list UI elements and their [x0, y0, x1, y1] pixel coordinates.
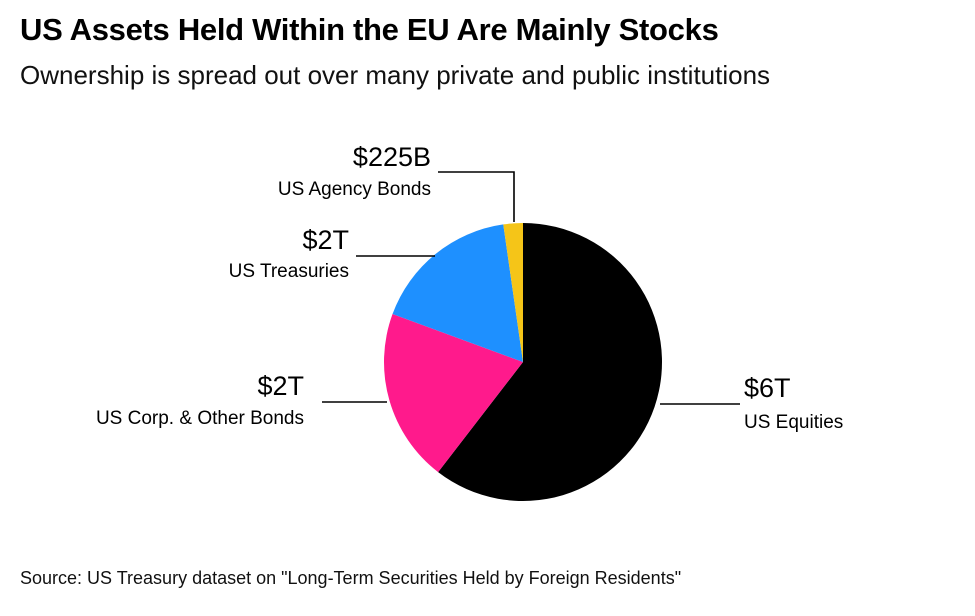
leader-lines: [322, 171, 740, 405]
source-note: Source: US Treasury dataset on "Long-Ter…: [20, 568, 682, 588]
pie-slice-us-agency-bonds: [503, 223, 523, 362]
slice-category-label: US Agency Bonds: [278, 179, 431, 200]
pie-slice-us-treasuries: [392, 224, 523, 362]
slice-value-label: $225B: [353, 142, 431, 172]
pie-slice-us-equities: [438, 223, 663, 501]
slice-value-label: $2T: [257, 371, 304, 401]
leader-line: [438, 171, 515, 222]
pie-slices: [383, 223, 663, 501]
slice-category-label: US Treasuries: [229, 261, 349, 282]
slice-labels: $6T US Equities $2T US Corp. & Other Bonds $…: [96, 142, 843, 433]
slice-value-label: $6T: [744, 373, 791, 403]
slice-category-label: US Equities: [744, 412, 843, 433]
pie-slice-us-corp-other-bonds: [383, 314, 523, 473]
slice-category-label: US Corp. & Other Bonds: [96, 408, 304, 429]
slice-value-label: $2T: [302, 225, 349, 255]
chart-subtitle: Ownership is spread out over many privat…: [20, 60, 771, 90]
chart-title: US Assets Held Within the EU Are Mainly …: [20, 12, 719, 47]
